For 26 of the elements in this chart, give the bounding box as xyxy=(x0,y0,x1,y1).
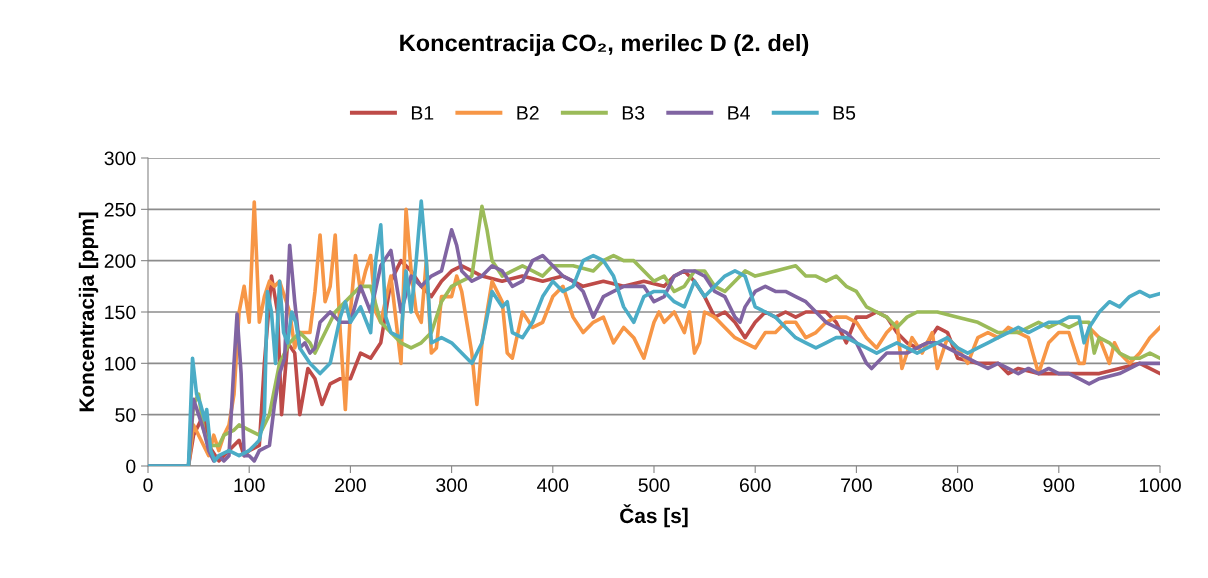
x-tick-label: 200 xyxy=(335,478,366,493)
legend-label: B4 xyxy=(728,106,750,120)
x-tick-label: 600 xyxy=(739,478,771,493)
chart-title: Koncentracija CO₂, merilec D (2. del) xyxy=(400,34,809,56)
x-tick-label: 100 xyxy=(234,478,265,493)
x-tick-label: 900 xyxy=(1043,478,1075,493)
x-tick-label: 1000 xyxy=(1139,478,1181,493)
x-tick-label: 500 xyxy=(638,478,670,493)
x-tick-label: 400 xyxy=(537,478,569,493)
x-tick-label: 0 xyxy=(143,478,153,493)
y-tick-label: 100 xyxy=(105,356,136,371)
x-tick-label: 300 xyxy=(436,478,468,493)
x-axis-title: Čas [s] xyxy=(620,504,688,528)
y-tick-label: 200 xyxy=(104,254,136,268)
x-tick-label: 800 xyxy=(942,478,974,493)
y-tick-label: 250 xyxy=(104,202,136,217)
y-tick-label: 150 xyxy=(105,305,136,320)
legend-label: B1 xyxy=(411,106,434,120)
legend-label: B2 xyxy=(517,106,539,120)
y-tick-label: 0 xyxy=(126,459,136,474)
legend-label: B5 xyxy=(833,106,856,120)
y-axis-title: Koncentracija [ppm] xyxy=(78,212,99,412)
x-tick-label: 700 xyxy=(841,478,872,493)
y-tick-label: 50 xyxy=(115,408,136,422)
legend-label: B3 xyxy=(622,106,645,120)
y-tick-label: 300 xyxy=(104,151,136,166)
